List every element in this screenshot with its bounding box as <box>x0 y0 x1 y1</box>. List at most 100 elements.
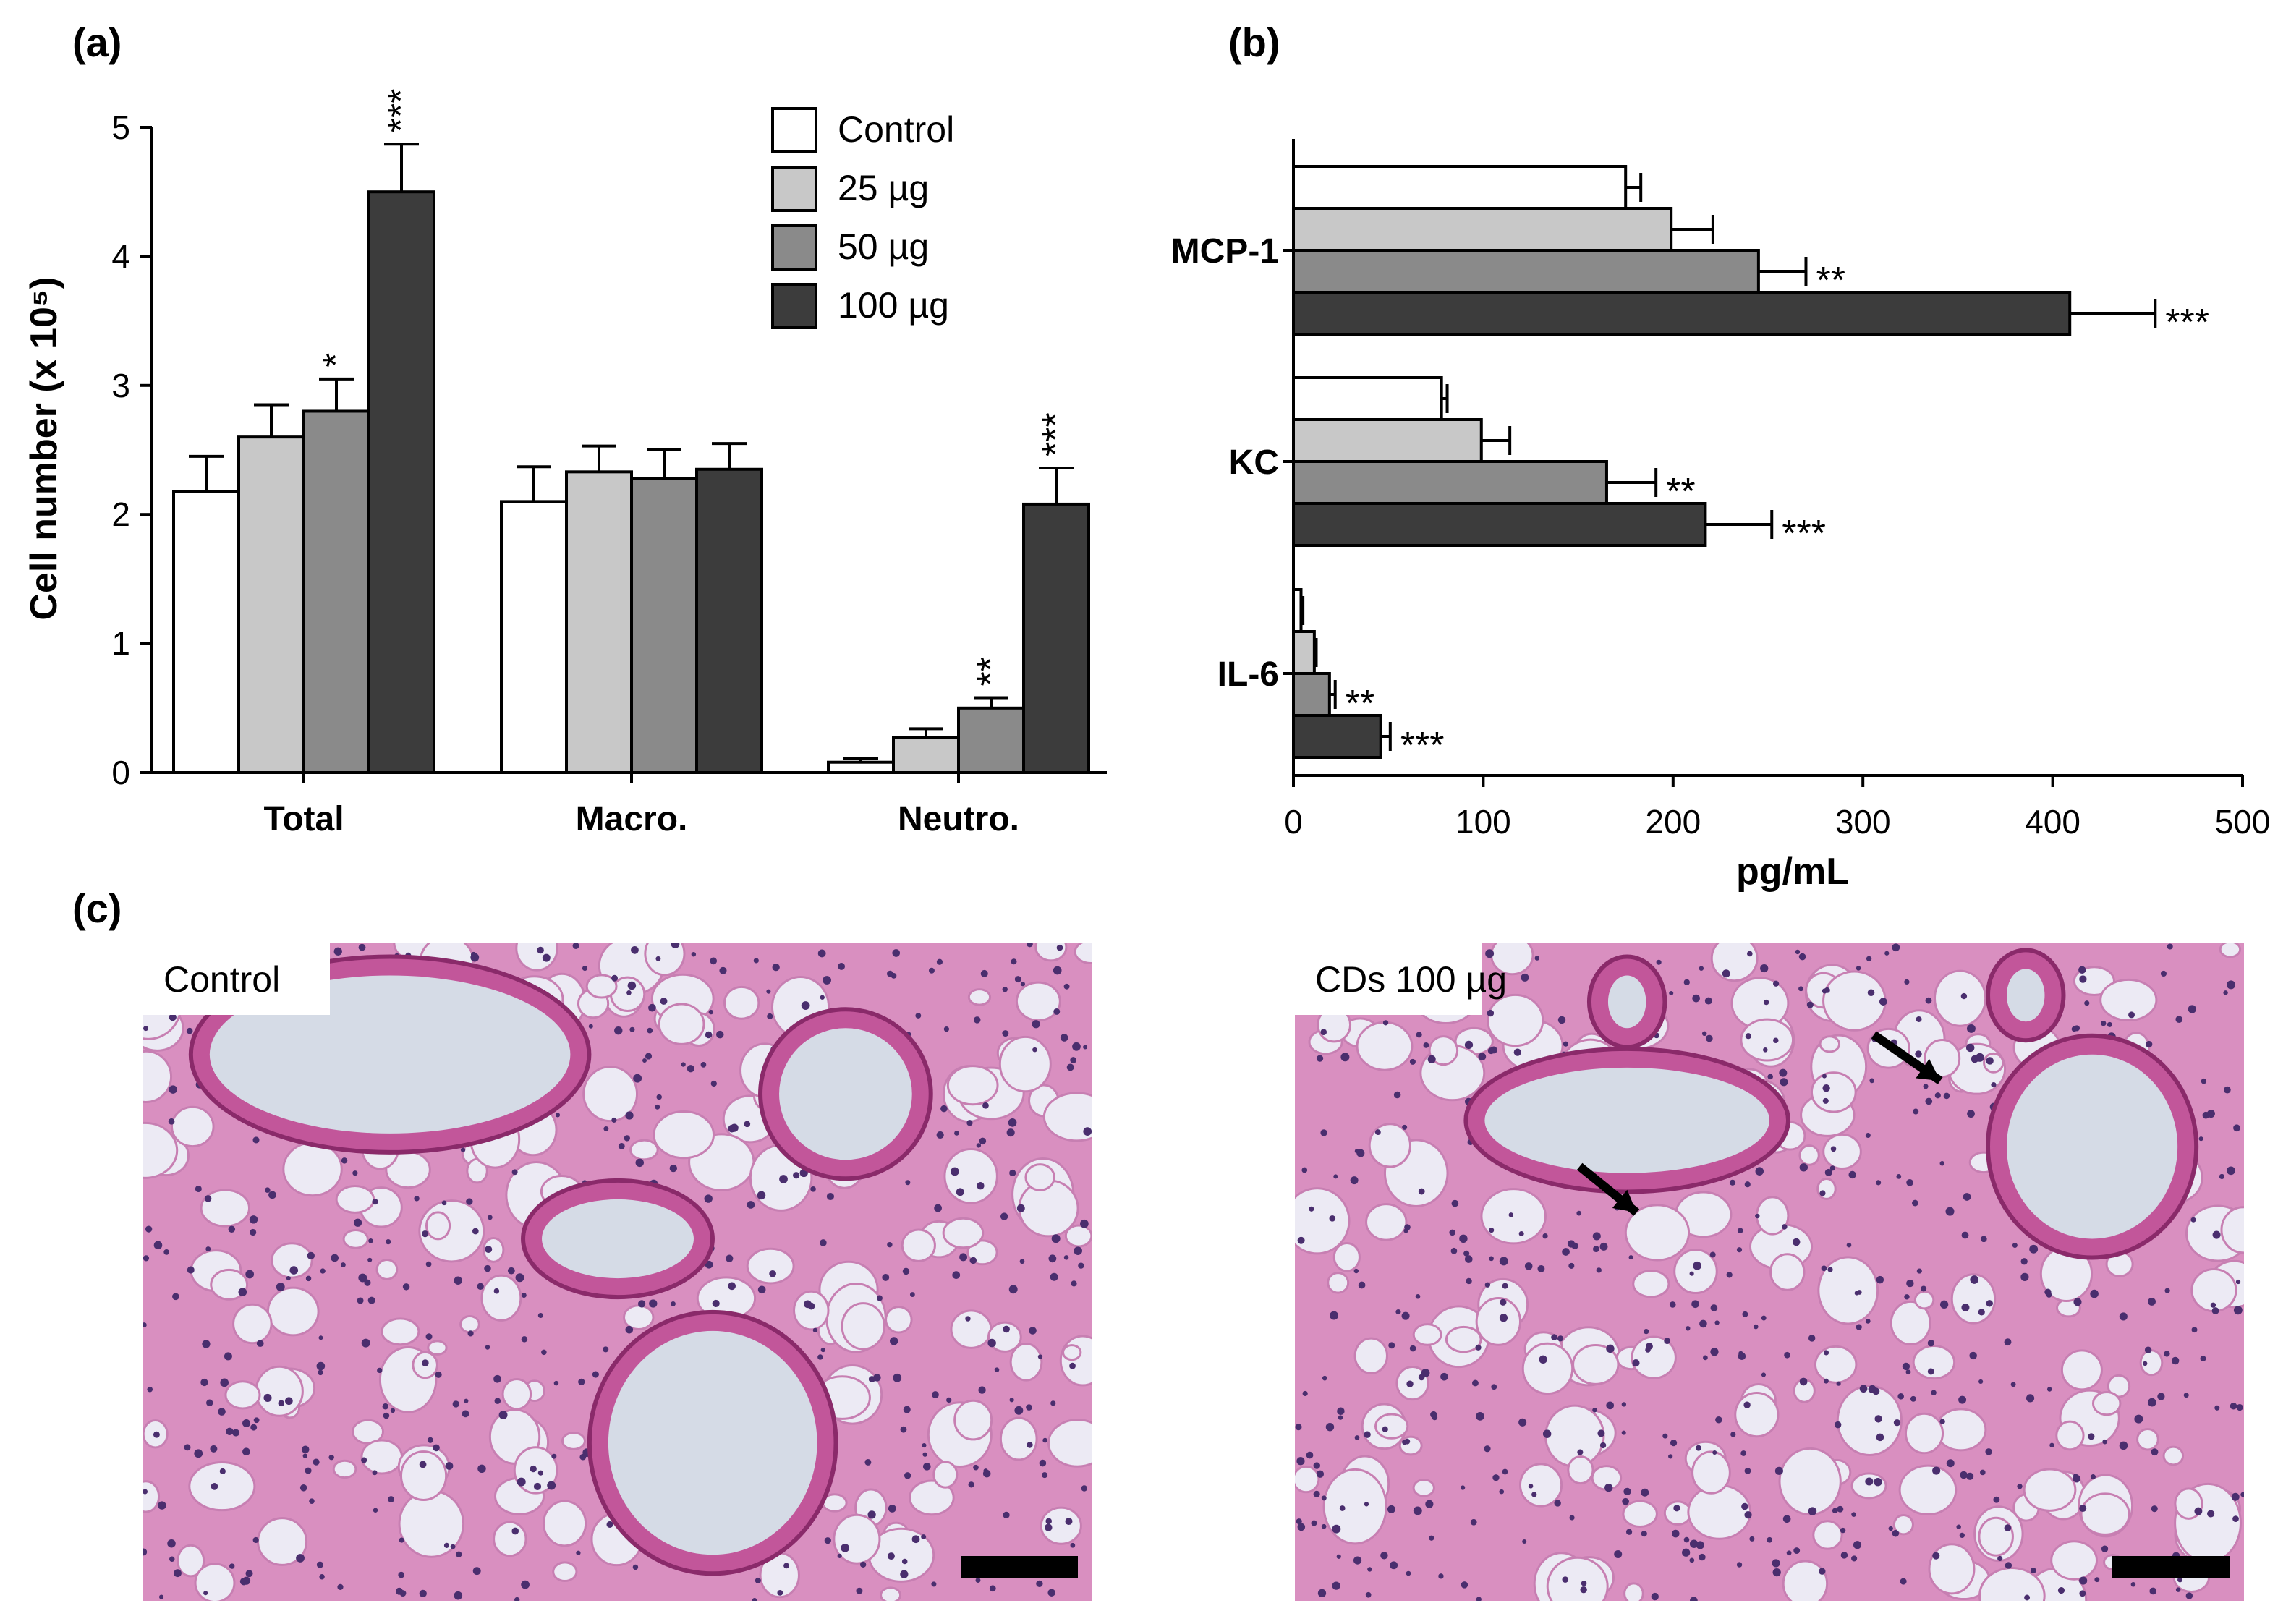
nucleus <box>1836 1381 1841 1386</box>
nucleus <box>2214 1405 2220 1411</box>
nucleus <box>1409 1345 1416 1352</box>
alveolus <box>224 1380 261 1410</box>
nucleus <box>1662 1433 1668 1439</box>
legend-label-50-g: 50 µg <box>838 226 929 267</box>
nucleus <box>1916 1268 1922 1274</box>
nucleus <box>1986 1300 1993 1307</box>
nucleus <box>2200 1356 2206 1362</box>
nucleus <box>1798 986 1803 992</box>
alveolus <box>1412 1479 1435 1497</box>
nucleus <box>1321 1495 1327 1501</box>
alveolus <box>352 1419 385 1445</box>
nucleus <box>1297 1523 1306 1531</box>
alveolus <box>210 1268 249 1301</box>
nucleus <box>1963 1193 1971 1201</box>
nucleus <box>2164 1351 2170 1357</box>
nucleus <box>211 1482 218 1490</box>
nucleus <box>1876 1433 1884 1442</box>
nucleus <box>1576 1210 1582 1216</box>
nucleus <box>1859 1385 1868 1393</box>
nucleus <box>1358 1281 1366 1289</box>
bar-kc-50-g <box>1292 460 1608 505</box>
nucleus <box>1641 1488 1649 1497</box>
nucleus <box>1513 1048 1521 1056</box>
bar-mcp-1-control <box>1292 165 1628 210</box>
nucleus <box>1534 956 1540 961</box>
image-label: Control <box>163 959 280 1000</box>
alveolus <box>2220 1206 2244 1254</box>
nucleus <box>1081 1485 1088 1492</box>
nucleus <box>588 1024 593 1029</box>
nucleus <box>708 1009 714 1015</box>
nucleus <box>153 1241 163 1250</box>
nucleus <box>1730 1432 1736 1437</box>
nucleus <box>1026 1404 1032 1411</box>
nucleus <box>242 1447 250 1456</box>
nucleus <box>901 1558 908 1565</box>
nucleus <box>572 943 579 949</box>
bar-neutro-25-g <box>892 736 960 774</box>
nucleus <box>1014 976 1021 983</box>
nucleus <box>511 1527 519 1535</box>
nucleus <box>1712 1450 1717 1455</box>
nucleus <box>1499 1257 1508 1266</box>
nucleus <box>1872 1387 1880 1395</box>
nucleus <box>579 1453 587 1461</box>
nucleus <box>1008 1285 1018 1294</box>
nucleus <box>1946 1459 1955 1468</box>
nucleus <box>1689 1271 1694 1276</box>
nucleus <box>1577 1449 1584 1455</box>
nucleus <box>624 1135 630 1142</box>
nucleus <box>1002 987 1008 992</box>
nucleus <box>1980 1236 1987 1243</box>
alveolus <box>1322 1468 1387 1545</box>
nucleus <box>1485 949 1495 958</box>
nucleus <box>143 1255 150 1262</box>
nucleus <box>2119 1441 2128 1450</box>
nucleus <box>1404 1224 1411 1230</box>
alveolus <box>1710 943 1759 982</box>
nucleus <box>1476 1412 1484 1421</box>
nucleus <box>1986 1057 1994 1065</box>
nucleus <box>195 1185 202 1193</box>
nucleus <box>1406 1380 1414 1387</box>
nucleus <box>2211 1307 2219 1314</box>
nucleus <box>398 1571 405 1578</box>
airway-lumen <box>1484 1067 1769 1173</box>
category-label-neutro: Neutro. <box>898 800 1019 838</box>
nucleus <box>1772 1568 1781 1577</box>
nucleus <box>2020 1258 2028 1265</box>
alveolus <box>585 974 618 999</box>
nucleus <box>2151 1505 2158 1513</box>
nucleus <box>2224 1086 2231 1094</box>
nucleus <box>537 1312 543 1319</box>
alveolus <box>1518 1463 1563 1508</box>
nucleus <box>959 1253 968 1262</box>
nucleus <box>1367 1567 1372 1572</box>
nucleus <box>810 1186 816 1192</box>
nucleus <box>1518 1230 1524 1237</box>
nucleus <box>1320 1129 1327 1136</box>
alveolus <box>194 1563 236 1601</box>
nucleus <box>1531 1492 1537 1497</box>
nucleus <box>767 1013 773 1020</box>
nucleus <box>928 967 935 974</box>
nucleus <box>472 1567 481 1576</box>
nucleus <box>2010 1382 2016 1387</box>
alveolus <box>1546 1556 1609 1601</box>
nucleus <box>2233 1306 2243 1315</box>
nucleus <box>305 1467 312 1474</box>
nucleus <box>367 1296 375 1304</box>
nucleus <box>934 1204 942 1212</box>
nucleus <box>1767 1536 1773 1543</box>
nucleus <box>153 1431 160 1438</box>
nucleus <box>2230 1403 2237 1410</box>
nucleus <box>1664 1338 1671 1345</box>
nucleus <box>911 1535 920 1544</box>
significance-mark: ** <box>1816 260 1845 302</box>
nucleus <box>1027 1442 1033 1448</box>
nucleus <box>1071 1280 1077 1287</box>
scale-bar <box>2112 1556 2230 1578</box>
nucleus <box>464 1398 469 1403</box>
nucleus <box>361 1338 370 1348</box>
